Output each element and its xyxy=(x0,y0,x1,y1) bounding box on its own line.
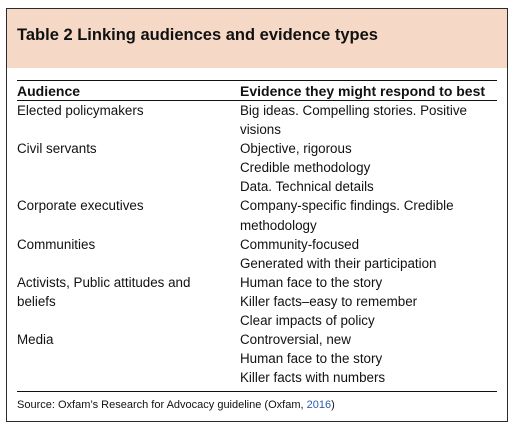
source-text: Source: Oxfam’s Research for Advocacy gu… xyxy=(17,399,307,411)
table-row: Communities Community-focused Generated wi… xyxy=(17,235,499,273)
header-audience: Audience xyxy=(17,83,81,99)
evidence-cell: Objective, rigorous Credible methodology D… xyxy=(240,139,499,196)
audience-cell: Elected policymakers xyxy=(17,103,144,118)
evidence-item: Generated with their participation xyxy=(240,255,437,271)
table-title: Table 2 Linking audiences and evidence t… xyxy=(17,26,378,44)
evidence-cell: Human face to the story Killer facts–easy… xyxy=(240,273,499,330)
evidence-item: Killer facts with numbers xyxy=(240,370,386,386)
evidence-item: Killer facts–easy to remember xyxy=(240,293,418,309)
title-band: Table 2 Linking audiences and evidence t… xyxy=(7,9,507,68)
table-frame: Table 2 Linking audiences and evidence t… xyxy=(6,8,508,422)
citation-link[interactable]: 2016 xyxy=(306,399,332,411)
source-close: ) xyxy=(331,399,335,411)
table-row: Activists, Public attitudes and beliefs H… xyxy=(17,273,499,330)
audience-cell: Corporate executives xyxy=(17,198,144,214)
evidence-item: Controversial, new xyxy=(240,332,351,348)
evidence-item: Company-specific findings. Credible meth… xyxy=(240,198,454,233)
evidence-item: Big ideas. Compelling stories. Positive … xyxy=(240,103,468,138)
table-row: Civil servants Objective, rigorous Credibl… xyxy=(17,139,499,196)
evidence-item: Objective, rigorous xyxy=(240,141,352,157)
evidence-cell: Company-specific findings. Credible meth… xyxy=(240,196,499,234)
evidence-item: Data. Technical details xyxy=(240,179,374,195)
table-row: Media Controversial, new Human face to the… xyxy=(17,330,499,387)
top-rule xyxy=(17,80,497,81)
header-evidence: Evidence they might respond to best xyxy=(240,83,486,99)
audience-cell: Civil servants xyxy=(17,141,97,157)
evidence-item: Credible methodology xyxy=(240,160,371,176)
audience-cell: Activists, Public attitudes and beliefs xyxy=(17,274,191,309)
table-body: Elected policymakers Big ideas. Compellin… xyxy=(17,101,499,387)
evidence-item: Clear impacts of policy xyxy=(240,313,375,329)
evidence-cell: Community-focused Generated with their pa… xyxy=(240,235,499,273)
table-row: Corporate executives Company-specific fin… xyxy=(17,196,499,234)
evidence-cell: Controversial, new Human face to the stor… xyxy=(240,330,499,387)
evidence-item: Human face to the story xyxy=(240,274,383,290)
bottom-rule xyxy=(17,391,497,392)
header-rule xyxy=(17,100,497,101)
evidence-item: Human face to the story xyxy=(240,351,383,367)
audience-cell: Media xyxy=(17,332,54,348)
table-row: Elected policymakers Big ideas. Compellin… xyxy=(17,101,499,139)
evidence-item: Community-focused xyxy=(240,236,360,252)
source-note: Source: Oxfam’s Research for Advocacy gu… xyxy=(17,399,335,411)
evidence-cell: Big ideas. Compelling stories. Positive … xyxy=(240,101,499,139)
audience-cell: Communities xyxy=(17,236,96,252)
